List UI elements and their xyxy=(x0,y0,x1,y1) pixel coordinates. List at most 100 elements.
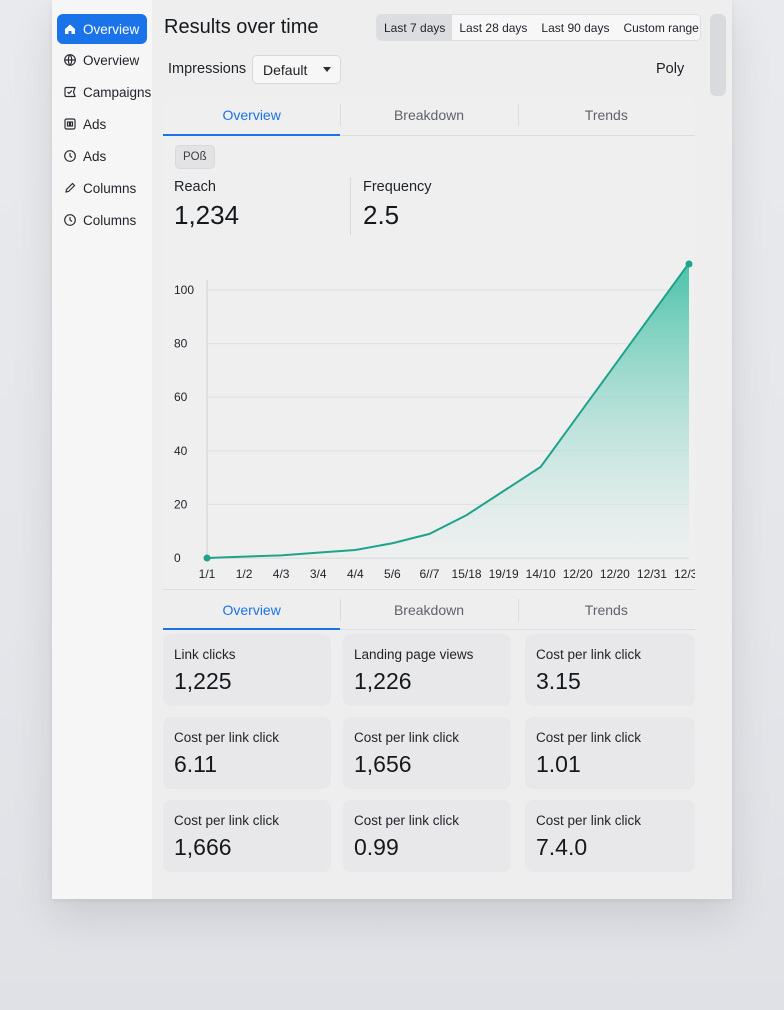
top-tabs: Overview Breakdown Trends xyxy=(163,95,695,136)
x-tick-label: 6//7 xyxy=(419,567,439,581)
stat-label: Cost per link click xyxy=(174,730,280,745)
sidebar-item-ads-2[interactable]: Ads xyxy=(57,141,147,171)
x-tick-label: 15/18 xyxy=(452,567,482,581)
stat-value: 1,226 xyxy=(354,668,412,694)
stats-grid: Link clicks 1,225 Landing page views 1,2… xyxy=(163,634,695,874)
y-tick-label: 100 xyxy=(174,283,194,297)
stat-value: 1,225 xyxy=(174,668,232,694)
x-tick-label: 4/4 xyxy=(347,567,364,581)
sidebar-item-label: Overview xyxy=(83,52,140,68)
range-last-28-days[interactable]: Last 28 days xyxy=(459,20,528,35)
x-tick-label: 5/6 xyxy=(384,567,401,581)
stat-card[interactable]: Cost per link click 7.4.0 xyxy=(525,800,695,872)
clock-icon xyxy=(63,149,77,163)
home-icon xyxy=(63,22,77,36)
stat-card[interactable]: Cost per link click 1,656 xyxy=(343,717,511,789)
y-tick-label: 0 xyxy=(174,551,181,565)
tab-overview-bottom[interactable]: Overview xyxy=(163,590,341,630)
main-panel: Results over time Last 7 days Last 28 da… xyxy=(152,0,732,899)
x-tick-label: 19/19 xyxy=(489,567,519,581)
stat-label: Cost per link click xyxy=(536,730,642,745)
sidebar-item-label: Overview xyxy=(83,21,140,37)
y-tick-label: 40 xyxy=(174,444,188,458)
series-line xyxy=(206,262,690,559)
date-range-selector: Last 7 days Last 28 days Last 90 days Cu… xyxy=(376,14,701,41)
sidebar-item-columns-2[interactable]: Columns xyxy=(57,205,147,235)
x-tick-label: 12/31 xyxy=(674,567,695,581)
stat-value: 1.01 xyxy=(536,751,581,777)
stat-card[interactable]: Link clicks 1,225 xyxy=(163,634,331,706)
sidebar-item-label: Columns xyxy=(83,180,137,196)
page-title: Results over time xyxy=(164,16,319,38)
sidebar-item-label: Columns xyxy=(83,212,137,228)
range-custom[interactable]: Custom range xyxy=(623,20,699,35)
chevron-down-icon xyxy=(323,67,331,72)
stat-label: Landing page views xyxy=(354,647,474,662)
stat-label: Link clicks xyxy=(174,647,236,662)
sidebar-item-campaigns[interactable]: Campaigns xyxy=(57,77,151,107)
bottom-tabs: Overview Breakdown Trends xyxy=(163,589,695,630)
kpi-label-reach: Reach xyxy=(174,179,216,195)
sidebar-item-label: Ads xyxy=(83,116,107,132)
sidebar-item-overview-2[interactable]: Overview xyxy=(57,45,147,75)
scrollbar-thumb[interactable] xyxy=(710,14,726,96)
metric-label: Impressions xyxy=(168,61,247,77)
tab-overview[interactable]: Overview xyxy=(163,95,341,136)
results-area-chart: 0 20 40 60 80 100 1/1 1/2 4/3 3/4 4/4 5/6 6//7 15/18 1… xyxy=(174,260,695,581)
y-tick-label: 20 xyxy=(174,497,188,511)
x-tick-label: 14/10 xyxy=(526,567,556,581)
data-point-end xyxy=(685,260,693,268)
toolbar-right-label: Poly xyxy=(656,61,685,77)
stat-value: 0.99 xyxy=(354,834,399,860)
stat-card[interactable]: Cost per link click 1.01 xyxy=(525,717,695,789)
stat-value: 3.15 xyxy=(536,668,581,694)
clock-icon xyxy=(63,213,77,227)
stat-label: Cost per link click xyxy=(536,647,642,662)
app-window: Overview Overview Campaigns Ads Ads xyxy=(52,0,732,899)
tag-icon xyxy=(63,85,77,99)
kpi-value-frequency: 2.5 xyxy=(363,200,400,230)
stat-label: Cost per link click xyxy=(354,730,460,745)
tab-breakdown-bottom[interactable]: Breakdown xyxy=(340,590,517,629)
sidebar-item-overview[interactable]: Overview xyxy=(57,14,147,44)
sidebar-item-columns[interactable]: Columns xyxy=(57,173,147,203)
data-point-start xyxy=(203,554,211,562)
stat-label: Cost per link click xyxy=(354,813,460,828)
stat-card[interactable]: Cost per link click 1,666 xyxy=(163,800,331,872)
tab-trends-bottom[interactable]: Trends xyxy=(517,590,695,629)
stat-card[interactable]: Cost per link click 0.99 xyxy=(343,800,511,872)
sidebar: Overview Overview Campaigns Ads Ads xyxy=(52,0,152,899)
filter-chip[interactable]: POß xyxy=(175,145,215,169)
sidebar-item-ads[interactable]: Ads xyxy=(57,109,147,139)
y-tick-label: 60 xyxy=(174,390,188,404)
stat-card[interactable]: Landing page views 1,226 xyxy=(343,634,511,706)
stat-label: Cost per link click xyxy=(174,813,280,828)
kpi-label-frequency: Frequency xyxy=(363,179,432,195)
stat-card[interactable]: Cost per link click 3.15 xyxy=(525,634,695,706)
globe-icon xyxy=(63,53,77,67)
sidebar-item-label: Campaigns xyxy=(83,84,152,100)
x-tick-label: 4/3 xyxy=(273,567,290,581)
kpi-divider xyxy=(350,177,351,235)
range-last-90-days[interactable]: Last 90 days xyxy=(541,20,610,35)
stat-value: 1,656 xyxy=(354,751,412,777)
kpi-value-reach: 1,234 xyxy=(174,200,240,230)
view-select-value: Default xyxy=(263,61,308,78)
x-tick-label: 12/20 xyxy=(563,567,593,581)
y-tick-label: 80 xyxy=(174,337,188,351)
stat-card[interactable]: Cost per link click 6.11 xyxy=(163,717,331,789)
tab-breakdown[interactable]: Breakdown xyxy=(340,95,517,135)
results-card: Overview Breakdown Trends POß Reach 1,23… xyxy=(163,95,695,630)
x-tick-label: 12/31 xyxy=(637,567,667,581)
x-tick-label: 1/1 xyxy=(199,567,216,581)
pencil-icon xyxy=(63,181,77,195)
stat-value: 1,666 xyxy=(174,834,232,860)
range-last-7-days[interactable]: Last 7 days xyxy=(377,15,453,40)
sidebar-item-label: Ads xyxy=(83,148,107,164)
tab-trends[interactable]: Trends xyxy=(517,95,695,135)
view-select[interactable]: Default xyxy=(252,55,341,84)
stat-value: 6.11 xyxy=(174,751,218,777)
x-tick-label: 3/4 xyxy=(310,567,327,581)
x-tick-label: 1/2 xyxy=(236,567,253,581)
stat-value: 7.4.0 xyxy=(536,834,588,860)
